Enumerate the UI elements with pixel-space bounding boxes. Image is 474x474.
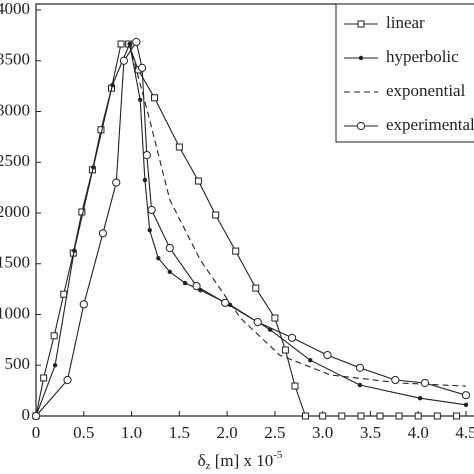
y-tick-label: 1500 (0, 253, 30, 272)
marker-square (194, 177, 202, 185)
x-label-sub: z (206, 460, 211, 472)
marker-dot (358, 55, 364, 61)
y-tick-label: 0 (22, 405, 31, 424)
marker-circle (63, 375, 72, 385)
marker-dot (463, 402, 469, 408)
marker-dot (308, 357, 313, 363)
marker-dot (142, 177, 148, 183)
marker-square (291, 382, 299, 390)
marker-circle (420, 378, 430, 388)
marker-dot (110, 82, 115, 88)
y-tick-label: 2000 (0, 202, 30, 221)
marker-square (60, 290, 68, 298)
marker-square (271, 314, 279, 322)
x-label-sup: -5 (273, 449, 283, 461)
marker-square (395, 412, 403, 420)
x-tick-label: 0 (32, 423, 41, 442)
marker-circle (221, 298, 230, 307)
y-tick-label: 3500 (0, 50, 30, 69)
marker-circle (31, 411, 41, 421)
x-tick-label: 4.0 (408, 423, 429, 442)
legend-label: hyperbolic (386, 47, 459, 66)
series-line (35, 40, 467, 417)
marker-dot (137, 97, 143, 103)
marker-square (281, 346, 289, 354)
legend-label: experimental (386, 115, 474, 134)
marker-dot (417, 396, 423, 401)
x-tick-label: 3.5 (360, 423, 381, 442)
marker-square (50, 332, 58, 340)
y-tick-label: 3000 (0, 100, 30, 119)
marker-circle (147, 205, 156, 215)
marker-square (150, 94, 158, 102)
marker-dot (182, 280, 188, 286)
marker-circle (461, 391, 471, 400)
marker-circle (356, 121, 366, 131)
marker-circle (391, 375, 400, 385)
marker-circle (165, 243, 174, 253)
x-tick-label: 2.5 (264, 423, 285, 442)
legend: linear hyperbolic exponential experimental (335, 3, 474, 143)
x-tick-label: 1.0 (121, 423, 142, 442)
marker-dot (52, 363, 58, 368)
marker-dot (167, 269, 172, 275)
marker-circle (142, 151, 151, 160)
marker-circle (112, 178, 121, 187)
plot-frame (35, 3, 474, 417)
x-label-rest: [m] x 10 (210, 451, 273, 470)
marker-circle (137, 63, 147, 72)
marker-dot (147, 228, 152, 233)
marker-square (357, 412, 365, 420)
marker-circle (323, 351, 332, 360)
marker-dot (156, 255, 161, 261)
marker-circle (192, 281, 201, 291)
marker-square (452, 412, 460, 420)
marker-dot (91, 165, 96, 170)
marker-dot (357, 382, 363, 388)
marker-square (252, 284, 260, 292)
y-tick-label: 1000 (0, 303, 30, 322)
marker-circle (253, 318, 262, 327)
x-axis-label: δz [m] x 10-5 (198, 449, 283, 472)
marker-square (232, 247, 240, 255)
x-tick-label: 2.0 (216, 423, 237, 442)
marker-circle (287, 333, 297, 342)
marker-square (40, 374, 48, 382)
marker-square (433, 412, 441, 420)
y-tick-label: 2500 (0, 151, 30, 170)
series-line (129, 43, 467, 387)
marker-square (376, 412, 384, 420)
marker-circle (355, 363, 365, 372)
legend-label: linear (386, 13, 425, 32)
marker-circle (98, 229, 107, 238)
x-tick-label: 1.5 (169, 423, 190, 442)
x-tick-label: 3.0 (312, 423, 333, 442)
x-label-main: δ (198, 451, 206, 470)
marker-square (357, 20, 365, 28)
marker-square (175, 143, 183, 151)
marker-square (338, 412, 346, 420)
marker-square (117, 40, 125, 48)
marker-circle (79, 300, 88, 309)
x-tick-label: 0.5 (73, 423, 94, 442)
marker-square (414, 412, 422, 420)
marker-circle (119, 56, 129, 65)
legend-label: exponential (386, 81, 466, 100)
marker-circle (132, 37, 141, 47)
x-tick-label: 4.5 (455, 423, 474, 442)
marker-square (301, 412, 309, 420)
marker-dot (72, 248, 77, 253)
y-tick-label: 500 (5, 354, 31, 373)
y-tick-label: 4000 (0, 0, 30, 18)
marker-square (319, 412, 327, 420)
marker-square (212, 211, 220, 219)
